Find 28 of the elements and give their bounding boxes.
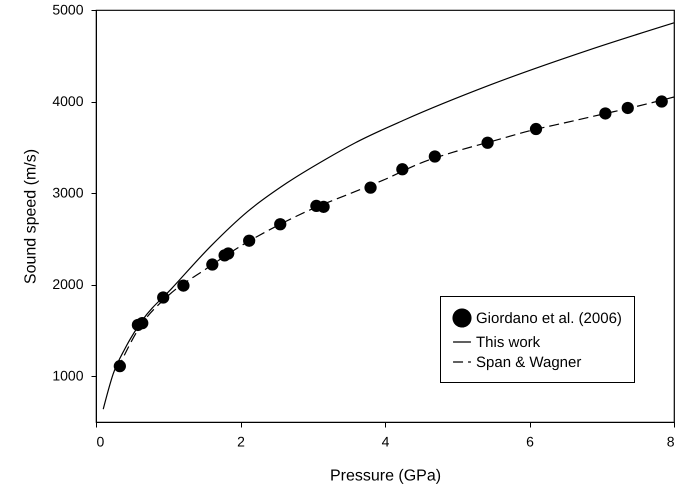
- y-tick-label: 3000: [52, 184, 84, 201]
- legend-label: Span & Wagner: [476, 354, 582, 371]
- x-tick-label: 8: [666, 434, 675, 450]
- point: [396, 163, 408, 176]
- point: [656, 95, 668, 108]
- x-axis-title: Pressure (GPa): [330, 468, 442, 484]
- x-tick-label: 0: [96, 434, 104, 450]
- y-tick-label: 4000: [52, 93, 84, 110]
- point: [243, 234, 256, 247]
- point: [364, 182, 377, 194]
- point: [222, 247, 234, 260]
- y-tick-label: 2000: [52, 276, 84, 292]
- point: [622, 102, 634, 114]
- y-tick-label: 1000: [52, 368, 84, 384]
- point: [481, 136, 494, 149]
- point: [428, 150, 441, 163]
- x-tick-label: 2: [237, 434, 246, 450]
- point: [530, 122, 542, 136]
- legend-label: Giordano et al. (2006): [476, 310, 622, 327]
- point: [177, 279, 190, 292]
- x-tick-label: 6: [526, 434, 534, 450]
- point: [206, 258, 218, 271]
- y-axis-title: Sound speed (m/s): [22, 148, 40, 284]
- point: [274, 218, 286, 230]
- y-tick-label: 5000: [52, 2, 84, 18]
- x-tick-label: 4: [382, 434, 390, 450]
- point: [599, 107, 612, 120]
- legend-label: This work: [476, 334, 541, 351]
